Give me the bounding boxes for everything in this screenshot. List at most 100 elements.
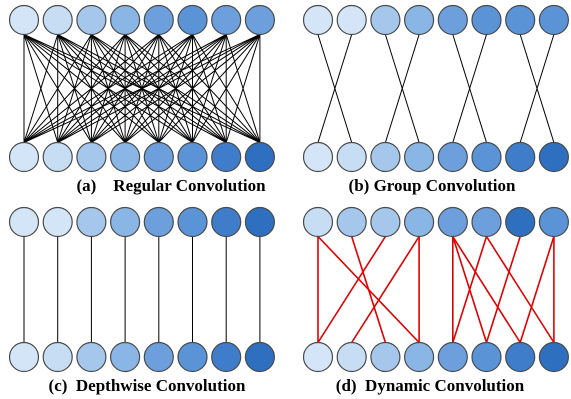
dynamic-top-node-8: [538, 206, 570, 238]
regular-edge-2-0: [23, 34, 92, 143]
panel-group-convolution: (b) Group Convolution: [302, 4, 570, 195]
depthwise-bottom-node-4: [109, 341, 141, 373]
panel-regular-convolution: (a) Regular Convolution: [8, 4, 275, 195]
depthwise-top-node-2: [42, 206, 73, 238]
caption-depthwise-convolution: (c) Depthwise Convolution: [49, 376, 246, 395]
dynamic-convolution-nodes: [302, 206, 570, 373]
depthwise-top-node-5: [143, 206, 174, 238]
group-bottom-node-3: [370, 141, 401, 173]
group-bottom-node-2: [336, 141, 367, 173]
regular-edge-1-0: [23, 34, 59, 143]
group-bottom-node-4: [404, 141, 435, 173]
depthwise-bottom-node-8: [244, 341, 275, 373]
depthwise-bottom-node-1: [8, 341, 40, 373]
dynamic-edge-4-6: [452, 236, 521, 343]
group-convolution-edges: [317, 34, 555, 143]
dynamic-bottom-node-6: [471, 341, 502, 373]
regular-top-node-8: [244, 4, 275, 36]
regular-top-node-5: [143, 4, 174, 36]
depthwise-bottom-node-2: [42, 341, 73, 373]
group-top-node-8: [538, 4, 570, 36]
regular-convolution-edges: [23, 34, 261, 143]
caption-regular-convolution: (a) Regular Convolution: [76, 176, 266, 195]
regular-edge-7-2: [91, 34, 261, 143]
dynamic-edge-6-5: [485, 236, 521, 343]
dynamic-convolution-edges: [317, 235, 555, 344]
dynamic-top-node-4: [404, 206, 435, 238]
depthwise-bottom-node-7: [211, 341, 242, 373]
regular-top-node-4: [109, 4, 141, 36]
depthwise-bottom-node-3: [76, 341, 107, 373]
group-top-node-3: [370, 4, 401, 36]
regular-bottom-node-4: [109, 141, 141, 173]
regular-top-node-2: [42, 4, 73, 36]
regular-edge-5-0: [23, 34, 193, 143]
caption-dynamic-convolution: (d) Dynamic Convolution: [336, 376, 525, 395]
dynamic-top-node-2: [336, 206, 367, 238]
group-bottom-node-5: [437, 141, 468, 173]
regular-bottom-node-6: [177, 141, 208, 173]
depthwise-top-node-6: [177, 206, 208, 238]
regular-edge-3-0: [23, 34, 126, 143]
dynamic-top-node-1: [302, 206, 334, 238]
depthwise-convolution-nodes: [8, 206, 275, 373]
group-bottom-node-8: [538, 141, 570, 173]
regular-top-node-6: [177, 4, 208, 36]
dynamic-edge-2-0: [317, 236, 387, 343]
depthwise-top-node-3: [76, 206, 107, 238]
depthwise-top-node-4: [109, 206, 141, 238]
regular-edge-7-4: [158, 34, 261, 143]
regular-edge-6-0: [23, 34, 227, 143]
group-bottom-node-1: [302, 141, 334, 173]
regular-bottom-node-7: [211, 141, 242, 173]
regular-edge-7-5: [192, 34, 261, 143]
regular-bottom-node-3: [76, 141, 107, 173]
regular-top-node-7: [211, 4, 242, 36]
group-edge-1-0: [317, 34, 353, 143]
group-bottom-node-7: [505, 141, 536, 173]
dynamic-edge-4-5: [452, 236, 488, 343]
regular-convolution-nodes: [8, 4, 275, 173]
panel-dynamic-convolution: (d) Dynamic Convolution: [302, 206, 570, 395]
depthwise-top-node-1: [8, 206, 40, 238]
depthwise-top-node-7: [211, 206, 242, 238]
regular-bottom-node-5: [143, 141, 174, 173]
group-edge-7-6: [519, 34, 555, 143]
dynamic-top-node-6: [471, 206, 502, 238]
group-edge-3-2: [384, 34, 420, 143]
regular-bottom-node-2: [42, 141, 73, 173]
caption-group-convolution: (b) Group Convolution: [349, 176, 516, 195]
dynamic-edge-7-6: [519, 236, 555, 343]
panel-depthwise-convolution: (c) Depthwise Convolution: [8, 206, 275, 395]
regular-top-node-3: [76, 4, 107, 36]
regular-bottom-node-8: [244, 141, 275, 173]
group-top-node-1: [302, 4, 334, 36]
group-top-node-5: [437, 4, 468, 36]
dynamic-bottom-node-3: [370, 341, 401, 373]
group-edge-5-4: [452, 34, 487, 143]
dynamic-bottom-node-7: [505, 341, 536, 373]
depthwise-top-node-8: [244, 206, 275, 238]
dynamic-top-node-7: [505, 206, 536, 238]
group-bottom-node-6: [471, 141, 502, 173]
dynamic-edge-3-1: [351, 236, 420, 343]
group-top-node-7: [505, 4, 536, 36]
dynamic-edge-1-2: [350, 236, 387, 343]
regular-bottom-node-1: [8, 141, 40, 173]
regular-edge-7-6: [225, 34, 261, 143]
regular-edge-7-1: [57, 34, 261, 143]
dynamic-bottom-node-4: [404, 341, 435, 373]
dynamic-bottom-node-8: [538, 341, 570, 373]
group-top-node-2: [336, 4, 367, 36]
regular-edge-4-0: [23, 34, 160, 143]
dynamic-bottom-node-1: [302, 341, 334, 373]
dynamic-edge-5-7: [485, 236, 555, 343]
depthwise-bottom-node-5: [143, 341, 174, 373]
dynamic-top-node-5: [437, 206, 468, 238]
dynamic-bottom-node-5: [437, 341, 468, 373]
dynamic-top-node-3: [370, 206, 401, 238]
depthwise-convolution-edges: [23, 236, 261, 343]
group-convolution-nodes: [302, 4, 570, 173]
dynamic-bottom-node-2: [336, 341, 367, 373]
